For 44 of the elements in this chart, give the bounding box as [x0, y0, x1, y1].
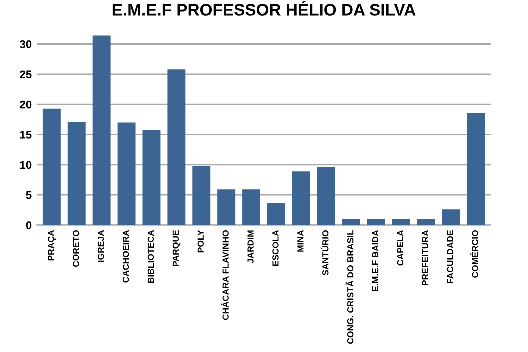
- x-tick-label: SANTÚRIO: [320, 230, 329, 276]
- x-tick-label: E.M.E.F BAIDA: [372, 230, 379, 292]
- x-tick-label: PREFEITURA: [422, 230, 429, 286]
- x-tick-label: CHÁCARA FLAVINHO: [221, 230, 229, 320]
- y-tick-label: 20: [20, 100, 32, 109]
- bar: [417, 219, 436, 226]
- x-tick-label: ESCOLA: [272, 230, 279, 266]
- y-tick-label: 5: [26, 191, 32, 200]
- bar: [68, 122, 86, 226]
- bar: [292, 172, 310, 226]
- x-tick-label: POLY: [198, 230, 204, 253]
- y-tick-label: 25: [20, 70, 32, 79]
- x-tick-label: PRAÇA: [48, 230, 56, 261]
- bar: [92, 36, 111, 226]
- bar: [467, 113, 486, 226]
- bar: [142, 130, 161, 226]
- bar: [317, 167, 336, 226]
- x-tick-label: IGREJA: [98, 230, 104, 262]
- bar: [392, 219, 410, 226]
- bar: [218, 190, 236, 226]
- y-tick-label: 30: [20, 40, 32, 48]
- x-tick-label: CONG. CRISTÃ DO BRASIL: [346, 230, 354, 344]
- y-tick-label: 0: [26, 222, 32, 230]
- x-tick-label: COMÉRCIO: [470, 230, 478, 278]
- x-tick-label: FACULDADE: [447, 230, 454, 284]
- x-tick-label: MINA: [298, 230, 304, 252]
- bar: [267, 204, 286, 226]
- bar: [242, 190, 261, 226]
- y-tick-label: 10: [20, 161, 32, 170]
- x-tick-label: PARQUE: [172, 230, 181, 266]
- x-tick-label: JARDIM: [248, 230, 254, 264]
- y-tick-label: 15: [20, 131, 32, 139]
- x-tick-label: CAPELA: [397, 230, 404, 266]
- x-tick-label: CORETO: [73, 230, 80, 268]
- bar: [42, 108, 61, 226]
- bar: [342, 219, 360, 226]
- bar: [118, 122, 136, 226]
- bar: [367, 219, 386, 226]
- chart-title: E.M.E.F PROFESSOR HÉLIO DA SILVA: [112, 0, 416, 16]
- bar: [442, 210, 460, 226]
- bar: [192, 166, 211, 226]
- bar: [168, 70, 186, 226]
- x-tick-label: BIBLIOTECA: [148, 230, 154, 284]
- x-tick-label: CACHOEIRA: [122, 230, 130, 283]
